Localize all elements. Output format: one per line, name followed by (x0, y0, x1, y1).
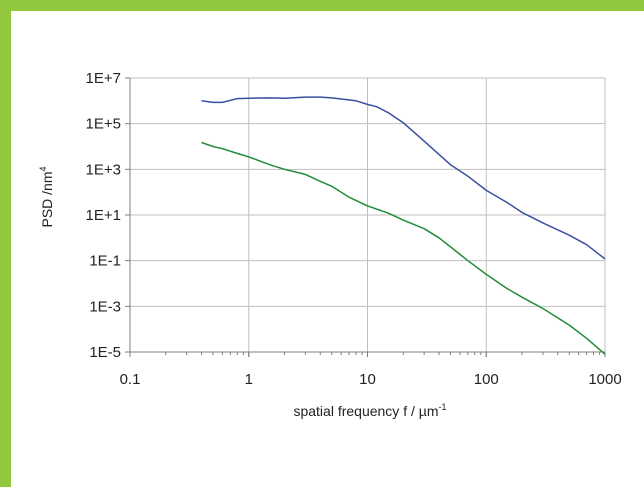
x-tick-label: 100 (474, 371, 499, 388)
series-line-1 (201, 96, 606, 260)
tick-labels: 0.1 1 10 100 1000 1E-5 1E-3 1E-1 1E+1 1E+3 1E+5 1E+… (86, 70, 622, 388)
y-tick-label: 1E+5 (86, 116, 121, 133)
series (201, 96, 606, 355)
y-tick-label: 1E-5 (89, 344, 121, 361)
y-tick-label: 1E+3 (86, 161, 121, 178)
y-tick-label: 1E-3 (89, 298, 121, 315)
series-line-2 (201, 141, 606, 355)
x-axis-title: spatial frequency f / µm-1 (293, 402, 446, 419)
x-tick-label: 0.1 (120, 371, 141, 388)
y-tick-label: 1E-1 (89, 253, 121, 270)
axes (125, 77, 606, 357)
x-tick-label: 1000 (588, 371, 621, 388)
grid (130, 77, 606, 352)
y-tick-label: 1E+7 (86, 70, 121, 87)
x-tick-label: 10 (359, 371, 376, 388)
x-tick-label: 1 (245, 371, 253, 388)
y-axis-title: PSD /nm4 (38, 166, 55, 227)
y-tick-label: 1E+1 (86, 207, 121, 224)
